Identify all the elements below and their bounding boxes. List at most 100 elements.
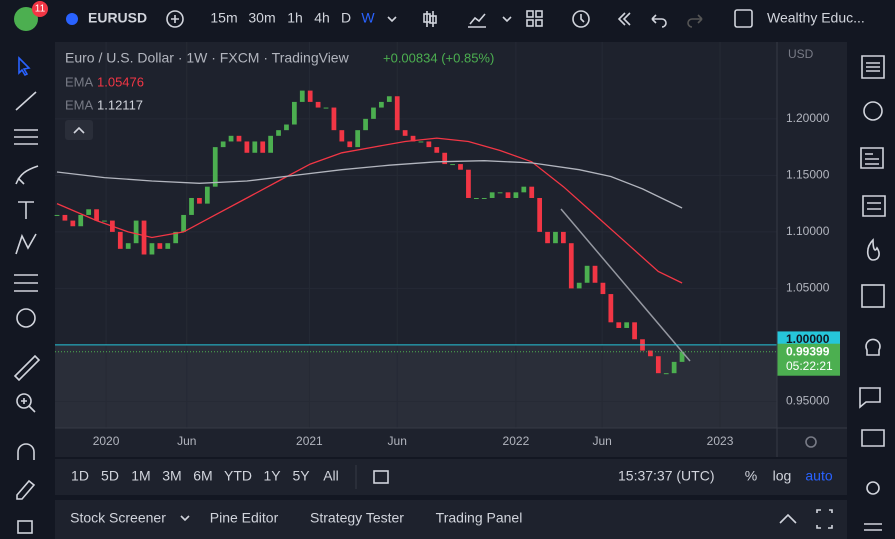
panel-tab[interactable]: Strategy Tester	[310, 510, 404, 526]
news-icon[interactable]	[860, 147, 884, 169]
scale-option[interactable]: %	[745, 468, 757, 484]
zoom-tool[interactable]	[16, 393, 36, 413]
lock-draw-tool[interactable]	[16, 479, 36, 500]
emoji-tool[interactable]	[16, 308, 36, 328]
scale-option[interactable]: log	[773, 468, 792, 484]
maximize-panel[interactable]	[779, 513, 797, 524]
candle	[497, 192, 503, 194]
candle	[529, 186, 535, 198]
interval[interactable]: 15m	[210, 10, 237, 26]
legend-name: EMA	[65, 97, 94, 112]
redo[interactable]	[687, 14, 703, 28]
layout-icon[interactable]	[734, 9, 753, 28]
panel-tab[interactable]: Pine Editor	[210, 510, 279, 526]
hotlists-icon[interactable]	[866, 238, 880, 261]
screener-menu[interactable]	[180, 515, 190, 522]
settings-icon[interactable]	[805, 436, 817, 448]
brush-tool[interactable]	[15, 165, 39, 185]
fullscreen[interactable]	[816, 509, 833, 529]
watchlist-icon[interactable]	[861, 55, 885, 79]
help-icon[interactable]	[864, 523, 882, 531]
candle	[481, 197, 487, 199]
line-tool[interactable]	[15, 91, 37, 111]
alert[interactable]	[572, 10, 590, 28]
calendar-icon[interactable]	[861, 284, 885, 308]
streams-icon[interactable]	[861, 429, 885, 447]
candle	[624, 322, 630, 328]
candle	[473, 197, 479, 199]
candle	[616, 322, 622, 328]
ruler-tool[interactable]	[13, 354, 41, 382]
chats-icon[interactable]	[859, 387, 881, 409]
logo[interactable]	[14, 7, 38, 31]
interval[interactable]: W	[361, 10, 375, 26]
prediction-tool[interactable]	[14, 274, 38, 292]
candle	[576, 282, 582, 289]
panel-tab[interactable]: Trading Panel	[436, 510, 523, 526]
range-button[interactable]: YTD	[224, 468, 252, 484]
indicators[interactable]	[468, 13, 512, 28]
candle	[434, 147, 440, 153]
candle	[299, 90, 305, 102]
range-button[interactable]: 5D	[101, 468, 119, 484]
symbol[interactable]: EURUSD	[88, 10, 147, 26]
intervals: 15m 30m 1h 4h D W	[210, 10, 375, 26]
candle	[648, 350, 653, 357]
candle	[489, 192, 495, 198]
candle	[505, 192, 511, 198]
clock[interactable]: 15:37:37 (UTC)	[618, 468, 714, 484]
pattern-tool[interactable]	[15, 233, 37, 255]
interval[interactable]: 1h	[287, 10, 303, 26]
chart-type[interactable]	[423, 11, 437, 27]
panel-tab[interactable]: Stock Screener	[70, 510, 166, 526]
candle	[545, 231, 550, 244]
account[interactable]: Wealthy Educ...	[767, 10, 865, 26]
range-button[interactable]: 1M	[131, 468, 150, 484]
candle	[276, 130, 281, 136]
ideas-icon[interactable]	[865, 338, 881, 356]
undo[interactable]	[651, 14, 667, 28]
cursor-tool[interactable]	[18, 56, 31, 77]
candle	[371, 107, 376, 119]
collapse-legend[interactable]	[65, 120, 93, 140]
magnet-tool[interactable]	[17, 443, 35, 460]
range-button[interactable]: 1Y	[263, 468, 281, 484]
x-tick-label: Jun	[592, 434, 611, 448]
text-tool[interactable]	[18, 201, 34, 219]
price-label: 1.00000	[786, 332, 830, 346]
range-button[interactable]: 1D	[71, 468, 89, 484]
range-button[interactable]: 3M	[162, 468, 181, 484]
currency[interactable]: USD	[788, 47, 814, 61]
broadcast-icon[interactable]	[866, 481, 880, 495]
range-button[interactable]: 5Y	[292, 468, 310, 484]
add-symbol[interactable]	[166, 10, 184, 28]
goto-date[interactable]	[373, 470, 389, 484]
fib-tool[interactable]	[14, 129, 38, 145]
candle	[141, 220, 147, 255]
interval[interactable]: 4h	[314, 10, 330, 26]
candle	[291, 101, 297, 125]
candle	[363, 118, 368, 131]
interval[interactable]: D	[341, 10, 351, 26]
candle	[339, 130, 345, 142]
notes-icon[interactable]	[862, 195, 886, 217]
candle	[426, 141, 432, 148]
layouts[interactable]	[526, 10, 543, 27]
flag-icon	[66, 13, 78, 25]
candle	[228, 135, 234, 142]
replay[interactable]	[617, 12, 631, 26]
candle	[655, 356, 661, 374]
candle	[252, 141, 258, 153]
interval-menu[interactable]	[387, 16, 397, 23]
candle	[584, 265, 590, 283]
range-button[interactable]: 6M	[193, 468, 212, 484]
badge	[32, 1, 48, 17]
x-tick-label: 2022	[503, 434, 530, 448]
lock-tool[interactable]	[17, 520, 33, 534]
range-button[interactable]: All	[323, 468, 339, 484]
interval[interactable]: 30m	[248, 10, 275, 26]
scale-option[interactable]: auto	[805, 468, 832, 484]
candle	[212, 147, 218, 187]
alerts-icon[interactable]	[863, 101, 883, 121]
